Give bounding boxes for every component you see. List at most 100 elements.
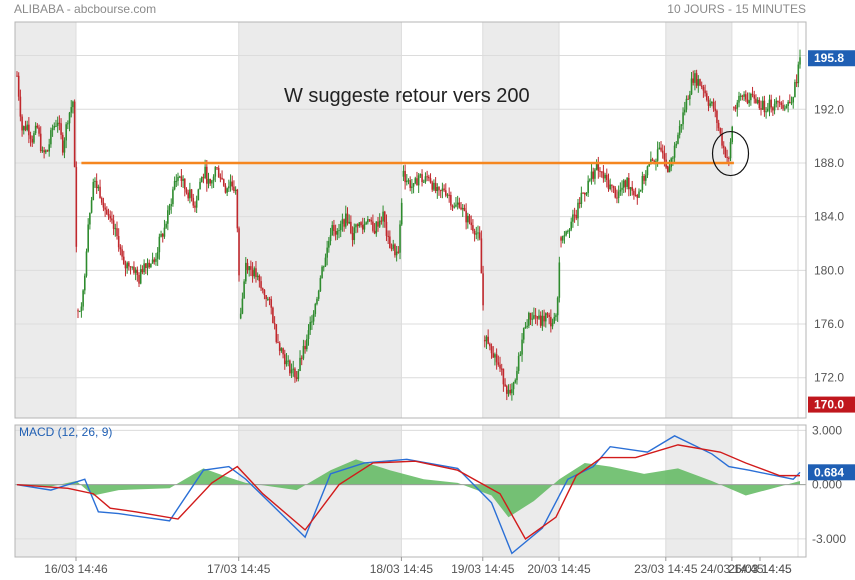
candle-body [348,221,350,224]
candle-body [253,268,256,277]
candle-body [617,191,620,198]
candle-body [21,116,23,131]
candle-body [29,135,32,139]
candle-body [39,133,42,152]
candle-body [294,368,296,378]
macd-tick-label: 0.000 [812,478,842,492]
candle-body [322,266,325,268]
candle-body [45,150,47,153]
candle-body [583,192,586,195]
candle-body [526,325,528,327]
candle-body [773,103,776,111]
candle-body [170,204,173,207]
candle-body [219,177,222,179]
candle-body [121,249,123,257]
candle-body [90,200,93,213]
candle-body [495,354,498,363]
candle-body [138,274,140,284]
candle-body [475,233,478,235]
candle-body [344,213,347,227]
candle-body [297,371,300,379]
candle-body [750,93,752,101]
candle-body [61,134,64,153]
candle-body [172,189,174,205]
chart-header-left: ALIBABA - abcbourse.com [14,2,156,16]
candle-body [578,202,581,204]
candle-body [224,185,227,193]
candle-body [189,189,191,199]
candle-body [338,230,340,232]
candle-body [575,215,578,219]
candle-body [458,202,461,208]
candle-body [173,181,176,190]
candle-body [714,108,717,111]
candle-body [158,236,161,253]
price-tick-label: 192.0 [814,102,844,116]
candle-body [712,101,715,109]
candle-body [277,342,279,344]
candle-body [165,223,167,228]
last-price-label: 195.8 [814,51,844,65]
candle-body [206,166,208,184]
candle-body [553,316,556,323]
candle-body [448,194,450,196]
candle-body [392,244,395,249]
candle-body [489,343,491,347]
candle-body [760,108,762,110]
candle-body [753,95,756,99]
candle-body [402,170,405,177]
candle-body [560,237,562,241]
candle-body [231,181,234,187]
candle-body [16,75,18,77]
candle-body [99,186,101,199]
x-tick-label: 23/03 14:45 [634,562,698,576]
x-tick-label: 17/03 14:45 [207,562,271,576]
candle-body [634,195,637,197]
candle-body [148,262,150,268]
candle-body [77,310,79,312]
candle-body [651,159,654,161]
candle-body [234,189,237,192]
candle-body [660,147,662,151]
candle-body [133,266,135,273]
candle-body [299,357,301,372]
candle-body [190,189,193,198]
candle-body [119,247,122,250]
candle-body [751,93,754,96]
candle-body [770,99,772,108]
candle-body [444,190,447,196]
last-price-badge [808,50,855,67]
candle-body [555,315,557,317]
candle-body [389,236,391,249]
candle-body [211,180,213,184]
candle-body [733,107,735,109]
candle-body [699,79,701,86]
candle-body [180,176,183,181]
candle-body [768,99,771,109]
candle-body [263,289,266,296]
candle-body [207,178,210,184]
candle-body [117,236,120,248]
candle-body [609,184,611,190]
candle-body [304,345,306,350]
macd-histogram [15,459,806,518]
candle-body [509,389,511,394]
candle-body [378,220,381,227]
session-shade [665,22,732,418]
candle-body [585,192,588,195]
candle-body [661,150,664,154]
candle-body [87,224,89,252]
candle-body [82,290,84,307]
candle-body [163,227,166,237]
x-tick-label: 24/03 14:45 [700,562,764,576]
candle-body [521,339,523,355]
candle-body [482,273,484,306]
candle-body [446,194,449,196]
session-shading [15,22,732,557]
candle-body [28,124,30,136]
candle-body [783,108,786,110]
candle-body [567,231,569,233]
candle-body [741,95,744,97]
candle-body [433,182,435,190]
candle-body [94,180,96,183]
